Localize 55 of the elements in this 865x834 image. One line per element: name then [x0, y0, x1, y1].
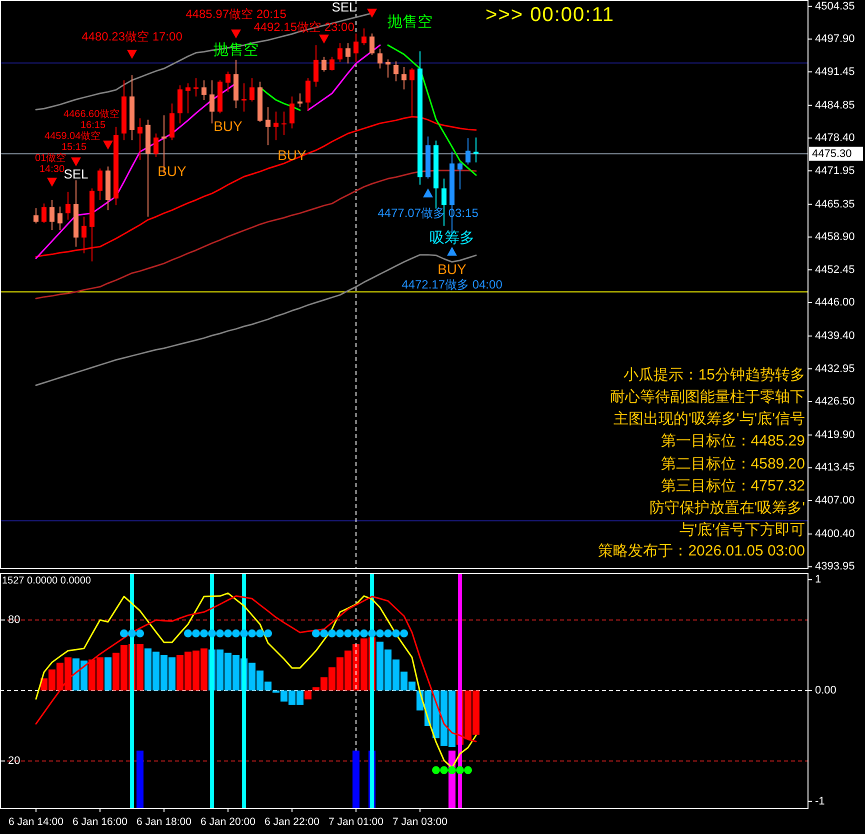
x-tick-label: 6 Jan 20:00	[200, 816, 256, 828]
annotation: 1527 0.0000 0.0000	[2, 576, 92, 586]
annotation: 吸筹多	[430, 230, 474, 246]
data-label: 4466.60做空 16:15	[64, 108, 122, 131]
y-tick-label: 4458.90	[815, 231, 855, 244]
x-tick-label: 6 Jan 18:00	[136, 816, 192, 828]
text: 第三目标位：4757.32	[660, 478, 805, 494]
y-tick-label: 4426.50	[815, 396, 855, 408]
y-tick-label: 4400.40	[815, 528, 855, 540]
text: >>> 00:00:11	[486, 4, 614, 26]
y-tick-label: 4452.45	[815, 264, 855, 276]
data-label: 4472.17做多 04:00	[402, 277, 503, 292]
y-tick-label: 20	[8, 755, 20, 767]
text: 第一目标位：4485.29	[660, 432, 805, 450]
y-tick-label: 4504.35	[815, 0, 855, 12]
data-label: 4480.23做空 17:00	[82, 29, 183, 44]
text: 第二目标位：4589.20	[660, 456, 805, 472]
x-tick-label: 6 Jan 22:00	[264, 816, 320, 828]
y-tick-label: 80	[8, 614, 20, 626]
x-tick-label: 6 Jan 16:00	[72, 816, 128, 828]
x-tick-label: 6 Jan 14:00	[8, 816, 64, 828]
y-tick-label: 4478.40	[815, 132, 855, 144]
y-tick-label: 4432.95	[815, 362, 855, 375]
text: 小瓜提示：15分钟趋势转多	[623, 366, 805, 384]
text: 耐心等待副图能量柱于零轴下	[610, 388, 805, 406]
y-tick-label: 4497.90	[815, 33, 855, 46]
annotation: BUY	[438, 261, 468, 277]
data-label: 4492.15做空 23:00	[254, 20, 355, 34]
y-tick-label: 4393.95	[815, 560, 855, 573]
ref-line-label: 4475.30	[812, 148, 852, 160]
annotation: 抛售空	[214, 42, 258, 58]
annotation: BUY	[214, 118, 244, 134]
y-tick-label: 1	[815, 574, 822, 586]
y-tick-label: 4413.45	[815, 462, 855, 474]
y-tick-label: 4484.85	[815, 99, 855, 112]
y-tick-label: 4407.00	[815, 494, 855, 506]
x-tick-label: 7 Jan 01:00	[328, 816, 384, 828]
y-tick-label: 4491.45	[815, 66, 855, 78]
y-tick-label: -1	[815, 795, 825, 808]
annotation: SEL	[332, 0, 356, 14]
x-tick-label: 7 Jan 03:00	[392, 816, 448, 828]
y-tick-label: 4439.40	[815, 330, 855, 342]
data-label: 4459.04做空 15:15	[44, 129, 104, 152]
text: 主图出现的'吸筹多'与'底'信号	[614, 410, 805, 428]
y-tick-label: 4471.95	[815, 164, 855, 177]
annotation: BUY	[158, 163, 188, 179]
annotation: 抛售空	[388, 14, 432, 30]
text: 与'底'信号下方即可	[679, 522, 805, 538]
y-tick-label: 0.00	[815, 684, 836, 696]
y-tick-label: 4419.90	[815, 429, 855, 442]
y-tick-label: 4446.00	[815, 296, 855, 309]
text: 策略发布于：2026.01.05 03:00	[598, 542, 805, 560]
data-label: 4485.97做空 20:15	[186, 7, 287, 22]
y-tick-label: 4465.35	[815, 198, 855, 210]
text: 防守保护放置在'吸筹多'	[649, 500, 806, 516]
